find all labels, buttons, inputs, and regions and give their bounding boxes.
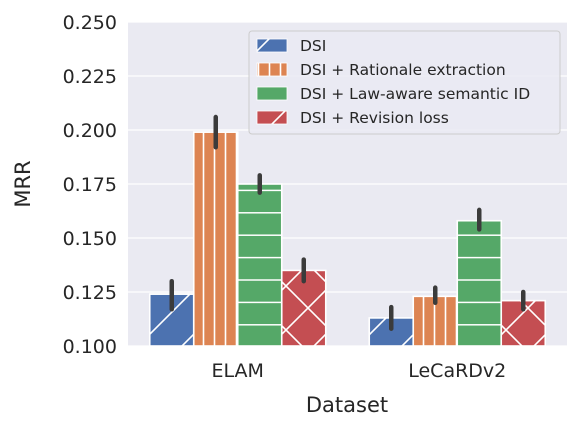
x-tick-label: ELAM [212,360,264,382]
legend-label: DSI + Rationale extraction [300,61,506,79]
bar-lecardv2-dsi-law-aware-semantic-id-hatch [457,220,502,346]
y-tick-label: 0.250 [63,12,117,34]
legend-box [248,30,561,135]
error-bars [169,114,526,331]
y-tick-label: 0.200 [63,120,117,142]
legend-swatch [256,86,288,101]
legend-label: DSI + Revision loss [300,109,449,127]
legend-entry-dsi-law-aware-semantic-id: DSI + Law-aware semantic ID [256,85,530,103]
y-tick-label: 0.150 [63,228,117,250]
legend-swatch-hatch [257,39,287,52]
legend: DSI DSI + Rationale extraction DSI + Law-a… [248,30,561,135]
x-tick-label: LeCaRDv2 [408,360,506,382]
legend-swatch-hatch [257,63,287,76]
legend-entry-dsi: DSI [256,37,326,55]
y-axis-label: MRR [11,160,35,207]
bar-elam-dsi-law-aware-semantic-id-hatch [237,184,282,346]
x-axis-label: Dataset [306,393,388,417]
bar-elam-dsi-rationale-extraction-hatch [193,132,238,346]
y-tick-label: 0.100 [63,336,117,358]
y-tick-label: 0.225 [63,66,117,88]
y-tick-label: 0.175 [63,174,117,196]
legend-entry-dsi-revision-loss: DSI + Revision loss [256,109,449,127]
x-axis-ticks: ELAM LeCaRDv2 [212,360,507,382]
legend-swatch-hatch [257,111,287,124]
y-axis-ticks: 0.100 0.125 0.150 0.175 0.200 0.225 0.250 [63,12,117,358]
legend-label: DSI [300,37,326,55]
legend-label: DSI + Law-aware semantic ID [300,85,530,103]
legend-entry-dsi-rationale-extraction: DSI + Rationale extraction [256,61,506,79]
y-tick-label: 0.125 [63,282,117,304]
